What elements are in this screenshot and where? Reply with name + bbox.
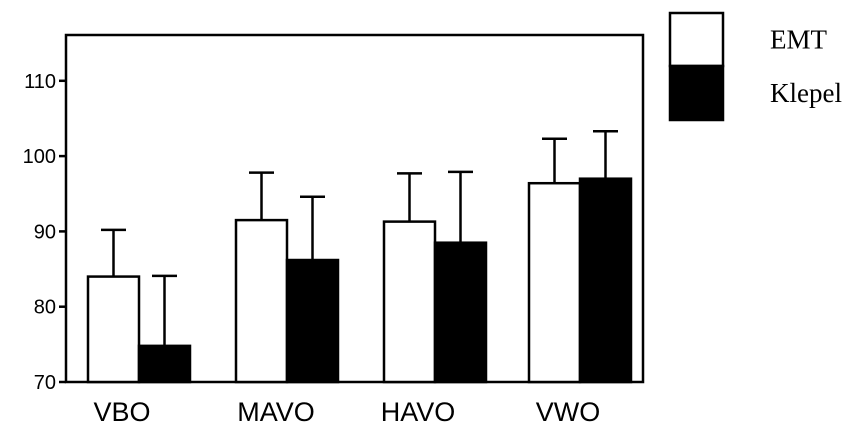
y-tick-label-80: 80 bbox=[34, 297, 56, 319]
plot-frame bbox=[64, 33, 645, 384]
bar-klepel-mavo bbox=[285, 258, 340, 384]
x-tick-label-vwo: VWO bbox=[536, 397, 601, 427]
y-tick-label-110: 110 bbox=[24, 71, 56, 93]
bar-klepel-havo bbox=[433, 241, 488, 384]
x-tick-label-vbo: VBO bbox=[93, 397, 150, 427]
bar-emt-vbo bbox=[86, 275, 141, 384]
x-tick-label-havo: HAVO bbox=[381, 397, 456, 427]
legend-swatch-klepel bbox=[668, 64, 725, 122]
bar-emt-mavo bbox=[234, 218, 289, 384]
legend-swatch-emt bbox=[668, 11, 725, 68]
bar-emt-vwo bbox=[527, 181, 582, 384]
y-tick-label-100: 100 bbox=[23, 146, 56, 168]
legend-label-klepel: Klepel bbox=[770, 78, 842, 108]
x-tick-label-mavo: MAVO bbox=[237, 397, 315, 427]
y-tick-label-70: 70 bbox=[34, 372, 56, 394]
bar-klepel-vwo bbox=[578, 177, 633, 384]
y-tick-label-90: 90 bbox=[34, 221, 56, 243]
bar-emt-havo bbox=[382, 220, 437, 384]
legend-label-emt: EMT bbox=[770, 25, 828, 55]
bar-klepel-vbo bbox=[137, 344, 192, 384]
